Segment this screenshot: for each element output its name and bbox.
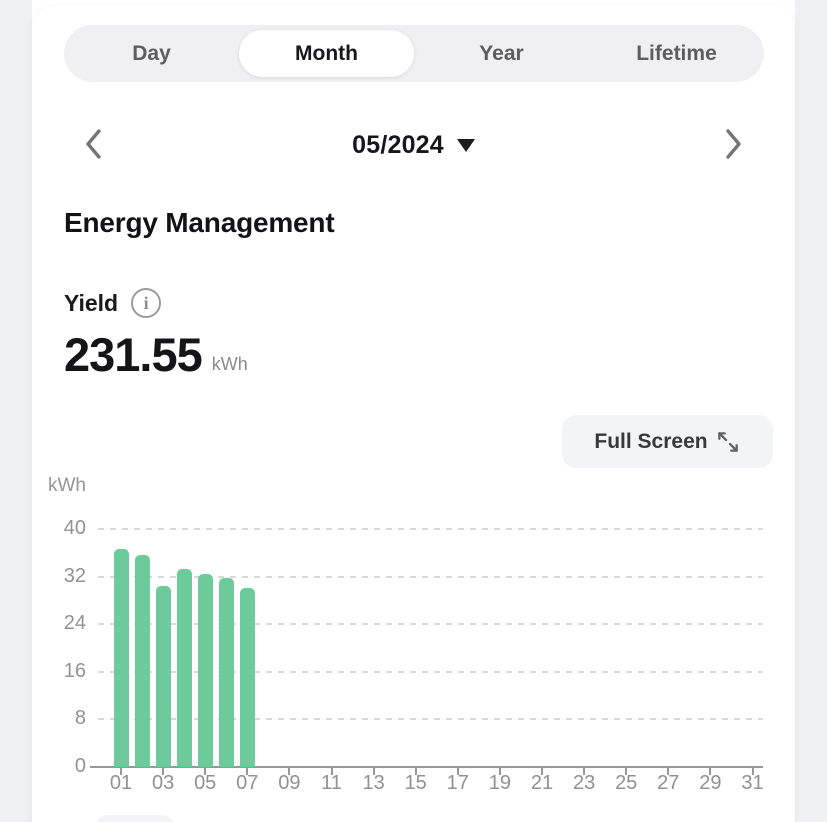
period-segmented-control: Day Month Year Lifetime [64, 25, 764, 82]
x-axis-tick-03 [162, 768, 165, 775]
bar-day-01[interactable] [113, 549, 129, 767]
x-tick-label-29: 29 [699, 772, 722, 794]
x-axis-tick-29 [709, 768, 712, 775]
x-axis-tick-21 [541, 768, 543, 775]
x-axis-tick-27 [667, 768, 670, 775]
left-background-strip [0, 0, 32, 822]
x-tick-label-27: 27 [657, 772, 680, 794]
x-tick-label-23: 23 [572, 772, 596, 794]
x-axis-tick-11 [330, 768, 333, 775]
page-title: Energy Management [64, 207, 335, 238]
content-card: Day Month Year Lifetime 05/2024 [32, 6, 795, 822]
bar-day-03[interactable] [155, 586, 171, 767]
tab-month[interactable]: Month [239, 30, 414, 77]
x-axis-tick-05 [204, 768, 207, 775]
x-tick-label-03: 03 [151, 772, 175, 794]
x-tick-label-31: 31 [741, 772, 764, 794]
bottom-cutoff-button[interactable] [97, 815, 173, 822]
tab-year[interactable]: Year [414, 30, 589, 77]
x-tick-label-01: 01 [109, 772, 133, 794]
full-screen-label: Full Screen [594, 429, 708, 453]
y-tick-label-8: 8 [74, 707, 86, 730]
chevron-right-icon [722, 127, 744, 164]
x-tick-label-21: 21 [530, 772, 554, 794]
y-tick-label-40: 40 [63, 517, 86, 539]
bar-day-07[interactable] [239, 587, 255, 767]
full-screen-button[interactable]: Full Screen [562, 415, 773, 468]
x-tick-label-19: 19 [488, 772, 512, 794]
right-background-strip [795, 0, 827, 822]
x-axis-tick-15 [414, 768, 417, 775]
x-axis-tick-31 [751, 768, 754, 775]
x-tick-label-11: 11 [321, 772, 342, 794]
x-axis-tick-25 [625, 768, 628, 775]
x-tick-label-13: 13 [362, 772, 385, 794]
x-axis-tick-01 [120, 768, 122, 775]
x-tick-label-17: 17 [446, 772, 469, 794]
gridline-40 [98, 528, 763, 530]
yield-row: Yield i [64, 288, 162, 318]
x-tick-label-09: 09 [278, 772, 301, 794]
y-axis-title: kWh [48, 475, 86, 496]
yield-unit: kWh [211, 354, 248, 375]
next-month-button[interactable] [711, 125, 755, 165]
bar-day-05[interactable] [197, 574, 213, 767]
yield-label: Yield [64, 289, 119, 316]
caret-down-icon [456, 138, 475, 152]
selected-month-year: 05/2024 [352, 130, 444, 159]
x-tick-label-15: 15 [404, 772, 427, 794]
x-axis-tick-17 [456, 768, 459, 775]
x-tick-label-05: 05 [194, 772, 217, 794]
x-axis-tick-23 [583, 768, 586, 775]
expand-arrows-icon [715, 429, 741, 455]
x-axis-tick-19 [498, 768, 501, 775]
yield-value: 231.55 [64, 328, 203, 381]
x-axis-tick-07 [246, 768, 249, 775]
month-year-selector[interactable]: 05/2024 [352, 131, 475, 160]
bar-day-06[interactable] [218, 577, 234, 767]
y-tick-label-24: 24 [63, 612, 86, 635]
y-tick-label-16: 16 [63, 659, 86, 682]
date-navigator: 05/2024 [32, 121, 795, 169]
x-tick-label-07: 07 [236, 772, 259, 794]
yield-metric: 231.55 kWh [64, 328, 248, 382]
bar-day-04[interactable] [176, 568, 192, 767]
info-icon[interactable]: i [131, 288, 162, 318]
x-tick-label-25: 25 [615, 772, 638, 794]
y-tick-label-0: 0 [74, 755, 86, 777]
prev-month-button[interactable] [72, 125, 116, 165]
x-axis-tick-13 [372, 768, 375, 775]
x-axis-tick-09 [288, 768, 291, 775]
chevron-left-icon [83, 127, 105, 164]
bar-day-02[interactable] [134, 555, 150, 767]
y-tick-label-32: 32 [63, 564, 86, 587]
tab-lifetime[interactable]: Lifetime [589, 30, 764, 77]
tab-day[interactable]: Day [64, 30, 239, 77]
